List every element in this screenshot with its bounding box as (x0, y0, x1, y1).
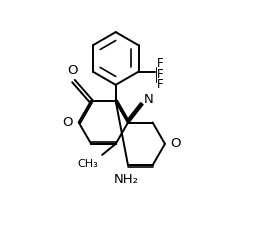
Text: O: O (63, 116, 73, 129)
Text: O: O (67, 64, 77, 77)
Text: F: F (157, 78, 164, 91)
Text: O: O (170, 137, 180, 150)
Text: NH₂: NH₂ (114, 173, 139, 186)
Text: N: N (144, 93, 153, 106)
Text: CH₃: CH₃ (77, 159, 98, 169)
Text: F: F (157, 68, 164, 81)
Text: F: F (157, 57, 164, 70)
